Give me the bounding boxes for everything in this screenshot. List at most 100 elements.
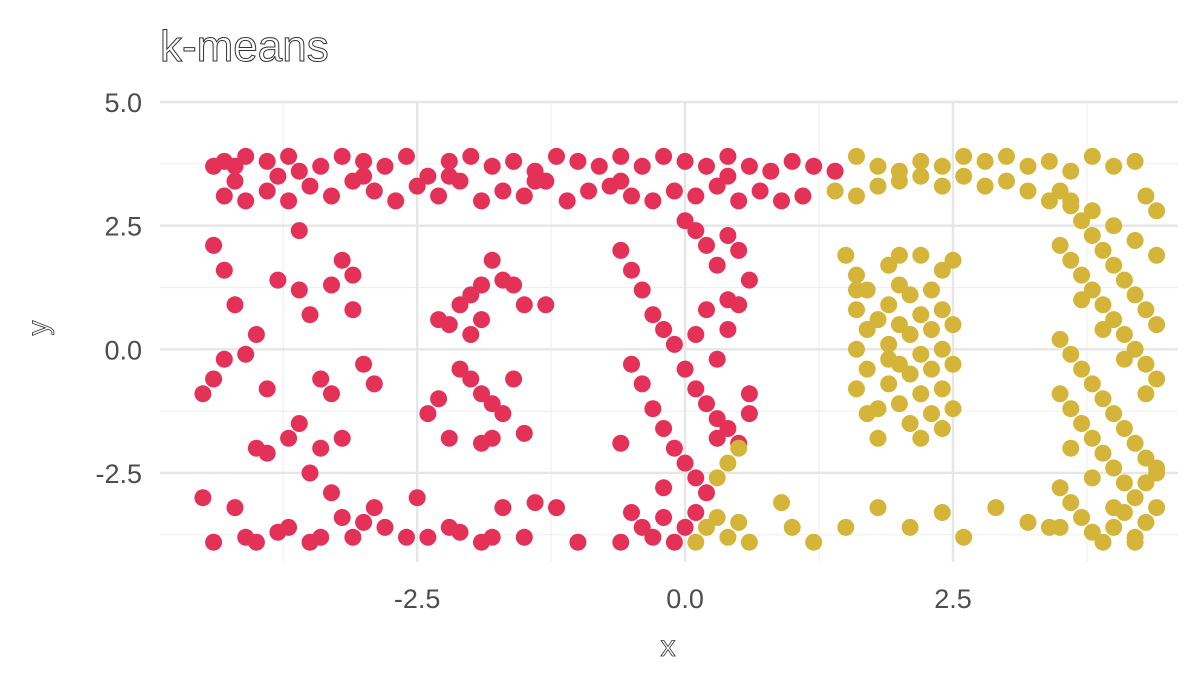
cluster-1-point [826,162,844,180]
cluster-1-point [665,533,683,551]
cluster-2-point [1040,152,1058,170]
cluster-1-point [687,222,705,240]
cluster-2-point [869,400,887,418]
cluster-2-point [1073,509,1091,526]
cluster-1-point [644,306,662,324]
cluster-1-point [719,321,737,338]
cluster-1-point [269,167,287,185]
cluster-2-point [848,187,865,205]
cluster-1-point [526,494,544,512]
cluster-1-point [644,528,662,546]
cluster-2-point [890,276,908,294]
cluster-2-point [933,157,951,175]
cluster-2-point [719,454,737,472]
cluster-2-point [1073,291,1091,309]
cluster-1-point [655,509,673,526]
cluster-2-point [1062,162,1080,180]
cluster-1-point [408,489,426,507]
cluster-1-point [687,380,705,398]
cluster-2-point [1083,147,1101,165]
cluster-1-point [623,504,640,521]
cluster-1-point [290,415,308,432]
cluster-1-point [247,326,265,343]
cluster-1-point [440,167,458,185]
tick-labels: -2.5 0.0 2.5 -2.5 0.0 2.5 5.0 [95,88,971,614]
cluster-2-point [1137,513,1155,531]
cluster-1-point [451,296,469,314]
cluster-1-point [226,296,244,314]
cluster-1-point [258,444,276,462]
cluster-2-point [1126,434,1144,452]
cluster-1-point [215,187,233,205]
cluster-2-point [901,518,919,536]
cluster-2-point [783,518,801,536]
cluster-2-point [923,360,940,378]
cluster-2-point [976,177,994,195]
cluster-2-point [901,326,919,343]
cluster-2-point [805,533,823,551]
cluster-1-point [398,147,415,165]
cluster-1-point [505,152,523,170]
cluster-1-point [333,147,351,165]
cluster-1-point [590,157,608,175]
cluster-2-point [955,528,973,546]
cluster-2-point [1040,518,1058,536]
cluster-1-point [398,528,415,546]
cluster-1-point [323,276,340,294]
cluster-1-point [740,271,758,289]
cluster-1-point [794,187,812,205]
cluster-2-point [1062,192,1080,210]
cluster-2-point [869,499,887,517]
cluster-2-point [1094,296,1112,314]
cluster-1-point [633,281,651,299]
cluster-1-point [440,316,458,334]
cluster-2-point [1019,182,1037,200]
cluster-1-point [676,212,694,230]
cluster-2-point [869,157,887,175]
cluster-1-point [205,236,223,254]
cluster-1-point [612,434,630,452]
cluster-2-point [1105,405,1123,423]
cluster-2-point [890,395,908,413]
cluster-2-point [912,306,930,324]
cluster-1-point [687,187,705,205]
cluster-2-point [1126,286,1144,304]
cluster-1-point [740,405,758,423]
cluster-2-point [1062,400,1080,418]
cluster-1-point [247,533,265,551]
cluster-1-point [494,405,512,423]
cluster-2-point [848,380,865,398]
cluster-2-point [1083,281,1101,299]
cluster-1-point [333,509,351,526]
cluster-2-point [848,147,865,165]
cluster-1-point [773,192,790,210]
cluster-1-point [569,152,587,170]
cluster-2-point [1137,301,1155,319]
cluster-1-point [698,301,715,319]
cluster-1-point [419,167,437,185]
cluster-1-point [483,528,501,546]
cluster-1-point [708,429,726,447]
cluster-2-point [912,167,930,185]
cluster-2-point [1094,321,1112,338]
cluster-1-point [483,429,501,447]
cluster-2-point [1115,420,1133,437]
cluster-1-point [473,385,490,403]
cluster-2-point [1083,523,1101,541]
cluster-2-point [923,405,940,423]
cluster-2-point [826,182,844,200]
cluster-1-point [451,523,469,541]
y-tick-label: 5.0 [104,88,142,118]
x-axis-title: x [661,630,676,663]
cluster-2-point [1137,355,1155,373]
cluster-2-point [901,365,919,383]
cluster-2-point [933,504,951,521]
y-tick-label: 2.5 [104,212,142,242]
cluster-2-point [1051,385,1069,403]
cluster-2-point [933,261,951,279]
cluster-2-point [1051,479,1069,497]
cluster-1-point [312,157,330,175]
cluster-2-point [1051,330,1069,348]
cluster-1-point [258,152,276,170]
